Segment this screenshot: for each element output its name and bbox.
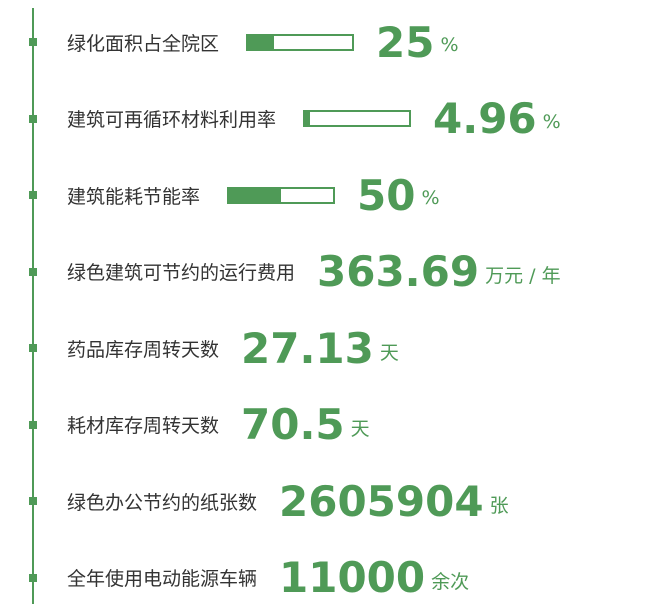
stat-row: 绿色建筑可节约的运行费用 363.69 万元 / 年 [67,242,561,302]
progress-bar [227,186,336,204]
stat-label: 药品库存周转天数 [67,338,220,361]
progress-bar [303,110,412,127]
stat-value: 363.69 [317,247,480,296]
stat-row: 药品库存周转天数 27.13 天 [67,318,399,378]
progress-bar [246,33,355,51]
stat-value: 11000 [279,553,426,602]
marker [29,114,37,123]
stat-unit: 余次 [431,571,470,593]
stat-row: 建筑可再循环材料利用率 4.96% [67,89,561,149]
timeline-line [32,8,34,604]
stat-label: 建筑可再循环材料利用率 [67,109,277,131]
progress-fill [248,35,275,49]
marker [29,267,37,276]
progress-fill [229,188,282,202]
marker [29,38,37,46]
stat-label: 建筑能耗节能率 [67,185,201,208]
stat-label: 绿色办公节约的纸张数 [67,491,258,514]
marker [29,420,37,429]
stat-unit: % [542,110,561,133]
stat-label: 绿化面积占全院区 [67,32,220,55]
stat-value: 4.96 [433,94,537,143]
stat-unit: 天 [379,341,399,364]
progress-fill [305,112,311,125]
stat-value: 27.13 [241,323,374,373]
stat-value: 2605904 [279,476,484,526]
stat-unit: % [440,34,459,56]
marker [29,573,37,582]
stat-label: 绿色建筑可节约的运行费用 [67,262,296,284]
stat-value: 50 [357,170,416,220]
stat-unit: 天 [350,418,370,440]
stat-row: 建筑能耗节能率 50% [67,165,440,225]
stat-row: 绿色办公节约的纸张数 2605904 张 [67,471,509,531]
marker [29,344,37,352]
stat-label: 耗材库存周转天数 [67,415,220,437]
stat-row: 全年使用电动能源车辆 11000 余次 [67,548,469,608]
stat-unit: % [421,187,440,209]
marker [29,191,37,199]
stat-label: 全年使用电动能源车辆 [67,568,258,590]
stat-unit: 张 [489,494,509,517]
stat-value: 25 [376,17,435,67]
marker [29,497,37,505]
stat-row: 绿化面积占全院区 25% [67,12,459,72]
stat-unit: 万元 / 年 [485,265,561,287]
stat-value: 70.5 [241,400,345,449]
stat-row: 耗材库存周转天数 70.5 天 [67,395,370,455]
